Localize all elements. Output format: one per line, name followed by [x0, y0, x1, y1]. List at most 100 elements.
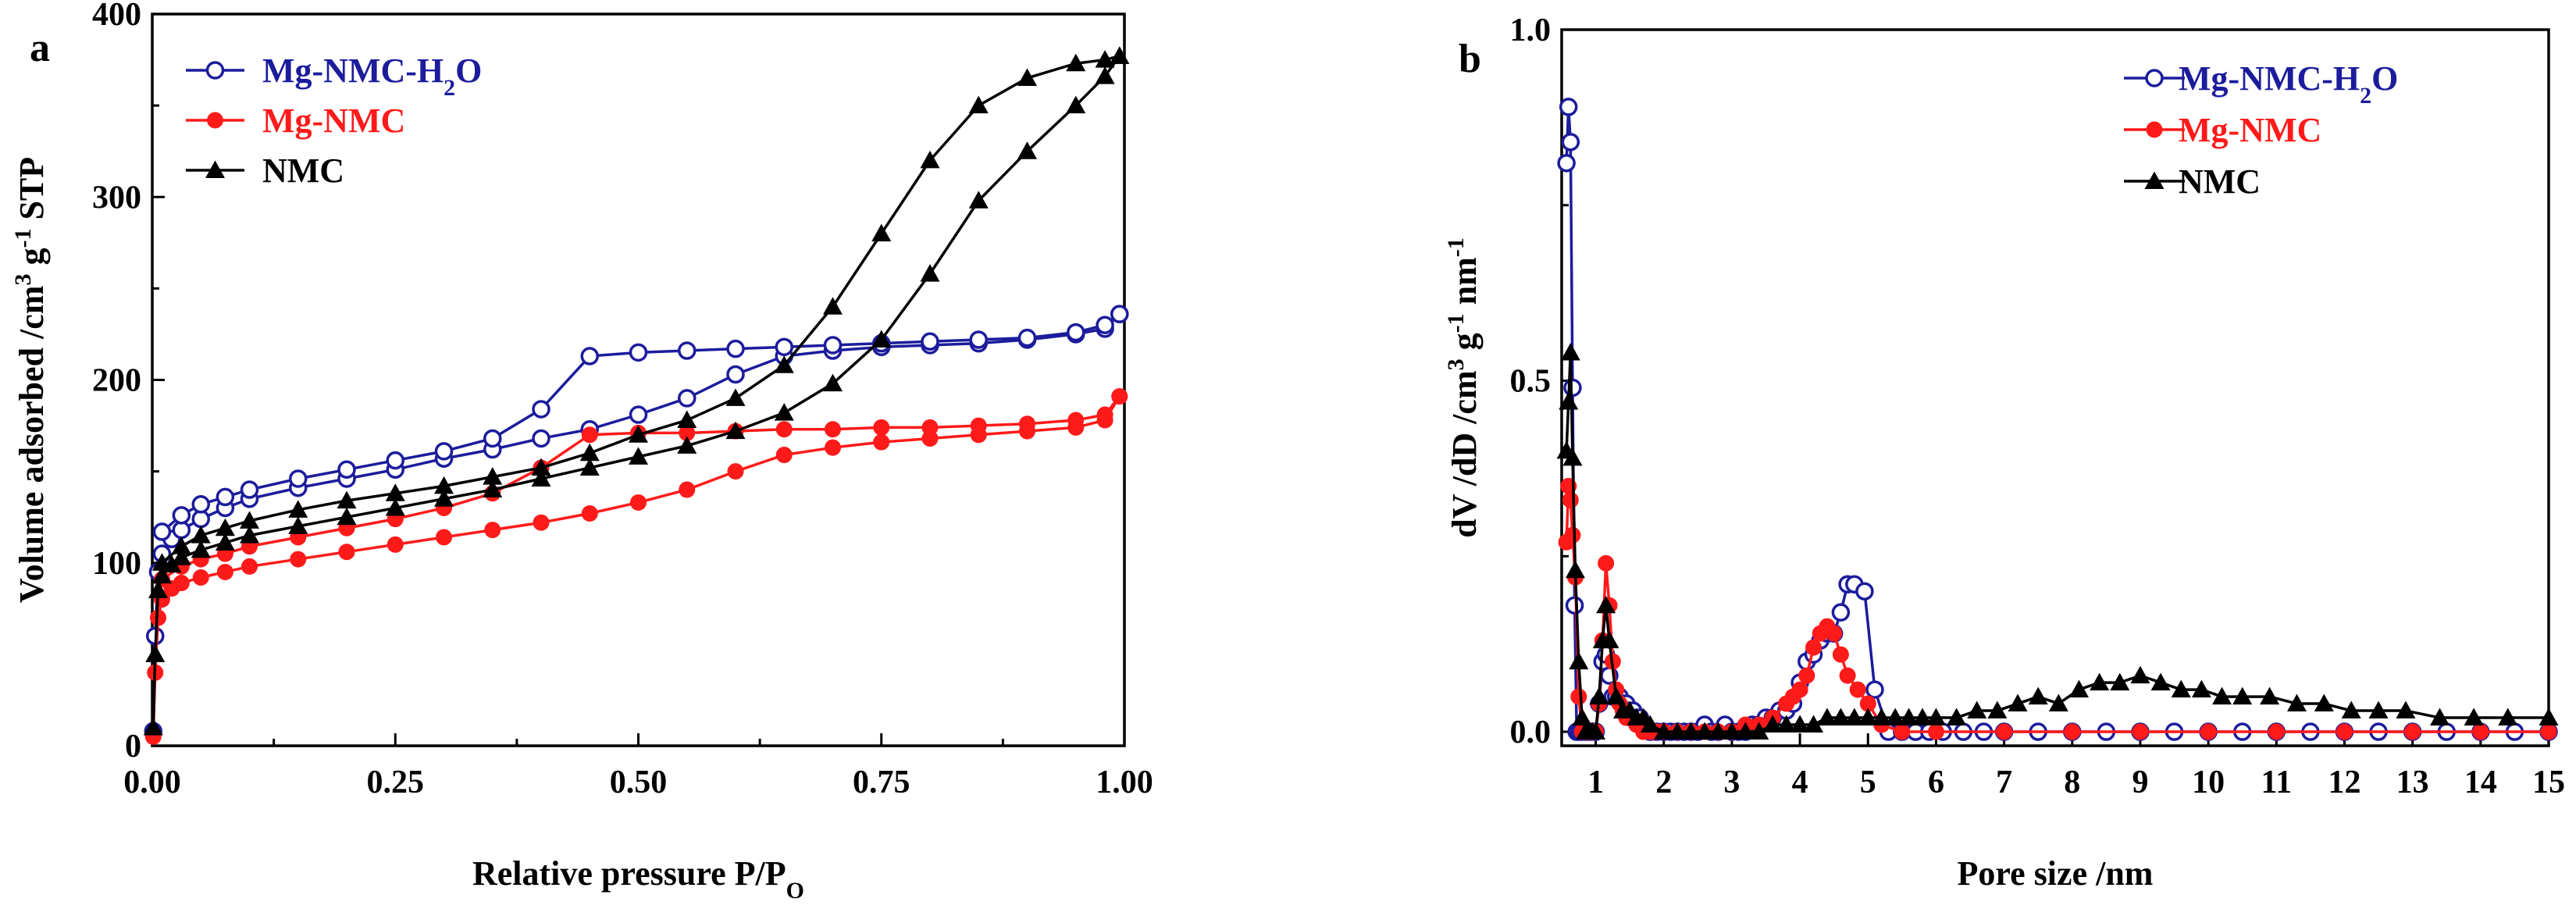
data-point — [1826, 625, 1843, 642]
data-point — [921, 332, 939, 351]
data-point — [1570, 688, 1587, 705]
data-point — [871, 223, 892, 242]
data-point — [1095, 66, 1115, 84]
data-point — [1855, 582, 1874, 601]
x-tick-label: 0.00 — [123, 765, 181, 800]
data-point — [1559, 391, 1579, 410]
legend-marker — [205, 160, 225, 178]
data-point — [1586, 722, 1606, 740]
legend-marker — [2146, 121, 2163, 138]
data-point — [1565, 560, 1585, 579]
y-axis-title: Volume adsorbed /cm3 g-1 STP — [10, 157, 52, 603]
data-point — [2232, 686, 2253, 705]
data-point — [386, 451, 404, 470]
x-tick-label: 14 — [2464, 765, 2497, 800]
data-point — [678, 341, 697, 360]
legend-entry: NMC — [186, 152, 344, 190]
data-point — [1899, 708, 1919, 726]
data-point — [968, 95, 989, 114]
data-point — [1872, 708, 1892, 726]
data-point — [1708, 722, 1728, 740]
data-point — [2540, 723, 2557, 740]
data-point — [216, 487, 235, 507]
x-tick-label: 3 — [1723, 765, 1740, 800]
legend-label: Mg-NMC — [2179, 111, 2321, 149]
data-point — [240, 480, 259, 499]
data-point — [483, 467, 503, 485]
data-point — [1947, 708, 1967, 726]
data-point — [240, 511, 259, 529]
data-point — [1926, 708, 1946, 726]
data-point — [1599, 630, 1619, 649]
data-point — [1927, 723, 1944, 740]
data-point — [2286, 693, 2307, 712]
data-point — [2464, 708, 2484, 726]
y-axis-title: dV /dD /cm3 g-1 nm-1 — [1443, 237, 1484, 537]
x-tick-label: 1 — [1587, 765, 1604, 800]
data-point — [1681, 722, 1701, 740]
panel-label: a — [30, 26, 50, 70]
data-point — [532, 429, 550, 448]
data-point — [215, 518, 235, 536]
data-point — [2090, 672, 2110, 691]
data-point — [726, 365, 745, 384]
data-point — [677, 410, 697, 429]
data-point — [629, 447, 648, 465]
panel-label: b — [1459, 37, 1481, 81]
data-point — [873, 419, 890, 436]
x-tick-label: 8 — [2064, 765, 2080, 800]
series-nmc — [143, 46, 1130, 736]
series-nmc — [1556, 343, 2559, 740]
data-point — [968, 191, 989, 209]
data-point — [241, 558, 258, 575]
data-point — [151, 553, 172, 571]
legend-marker — [205, 61, 225, 80]
data-point — [1067, 323, 1085, 342]
x-tick-label: 11 — [2261, 765, 2292, 800]
data-point — [725, 388, 746, 406]
x-tick-label: 5 — [1860, 765, 1876, 800]
data-point — [1562, 491, 1579, 508]
data-point — [1749, 722, 1769, 740]
data-point — [581, 426, 598, 444]
data-point — [216, 563, 233, 580]
data-point — [2404, 723, 2421, 740]
data-point — [1817, 708, 1837, 726]
x-axis-title: Relative pressure P/PO — [472, 854, 804, 904]
data-point — [1790, 715, 1810, 733]
data-point — [1967, 700, 1987, 719]
series-line-adsorption — [1565, 484, 2549, 733]
data-point — [1987, 700, 2008, 719]
data-point — [873, 433, 890, 451]
data-point — [677, 436, 697, 454]
data-point — [775, 421, 793, 438]
y-tick-label: 300 — [92, 180, 141, 216]
data-point — [679, 481, 696, 498]
data-point — [2064, 723, 2081, 740]
legend-label: NMC — [2179, 162, 2261, 201]
data-point — [191, 526, 211, 544]
data-point — [288, 500, 308, 518]
data-point — [1912, 708, 1933, 726]
x-tick-label: 12 — [2328, 765, 2360, 800]
data-point — [2472, 723, 2489, 740]
data-point — [171, 547, 191, 565]
data-point — [774, 403, 794, 421]
data-point — [2314, 693, 2334, 712]
data-point — [1804, 715, 1824, 733]
data-point — [1722, 722, 1742, 740]
data-point — [2028, 686, 2048, 705]
data-point — [434, 476, 454, 494]
y-tick-label: 200 — [92, 363, 141, 399]
data-point — [1559, 98, 1578, 116]
y-tick-label: 100 — [92, 546, 141, 582]
y-tick-label: 0.0 — [1510, 715, 1552, 750]
data-point — [823, 297, 843, 315]
data-point — [1640, 715, 1660, 733]
data-point — [1019, 415, 1035, 433]
legend-label: Mg-NMC-H2O — [262, 52, 482, 101]
data-point — [1067, 412, 1085, 429]
data-point — [2008, 693, 2028, 712]
